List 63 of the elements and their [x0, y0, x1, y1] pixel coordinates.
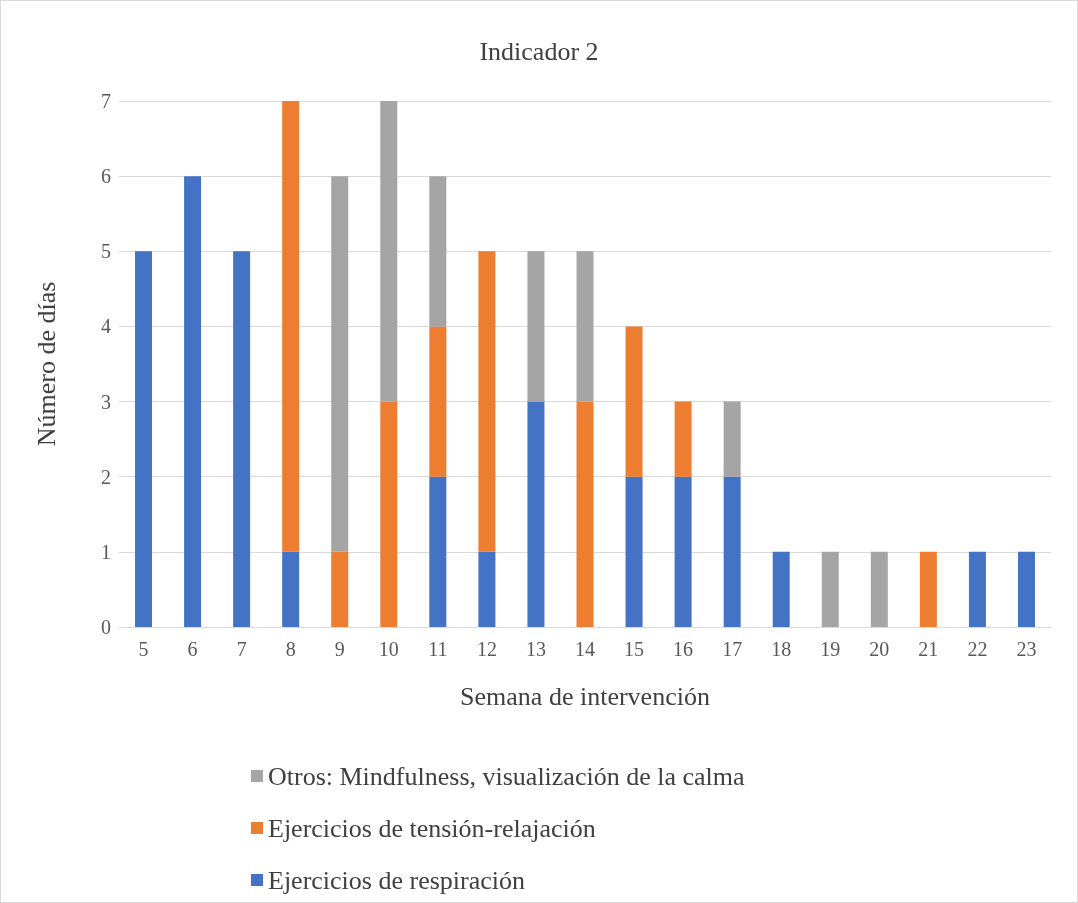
x-tick-label: 16: [673, 638, 694, 660]
x-tick-label: 5: [138, 638, 149, 660]
x-tick-label: 19: [820, 638, 841, 660]
y-tick-label: 1: [101, 540, 111, 563]
x-tick-label: 17: [722, 638, 743, 660]
bar: [625, 326, 643, 477]
y-axis-title: Número de días: [31, 281, 61, 447]
bar: [723, 401, 741, 477]
bar: [723, 476, 741, 627]
x-tick-label: 10: [378, 638, 399, 660]
bar: [674, 476, 692, 627]
y-tick-label: 5: [101, 240, 111, 263]
bar: [478, 551, 496, 627]
bar: [429, 476, 447, 627]
x-tick-label: 23: [1016, 638, 1037, 660]
x-tick-label: 11: [428, 638, 448, 660]
bar: [282, 551, 300, 627]
bar: [233, 251, 251, 627]
bar: [968, 551, 986, 627]
y-tick-label: 4: [101, 315, 111, 338]
bar: [429, 176, 447, 327]
bar: [527, 251, 545, 402]
y-tick-label: 0: [101, 616, 111, 638]
legend-label: Ejercicios de tensión-relajación: [268, 813, 596, 843]
y-tick-label: 2: [101, 465, 111, 488]
bar: [870, 551, 888, 627]
chart-title: Indicador 2: [479, 36, 599, 66]
x-tick-label: 13: [525, 638, 546, 660]
x-tick-label: 8: [285, 638, 296, 660]
bar: [282, 101, 300, 552]
bar: [135, 251, 153, 627]
bar: [1017, 551, 1035, 627]
bar: [380, 401, 398, 627]
bar: [919, 551, 937, 627]
bar: [576, 401, 594, 627]
x-tick-label: 12: [476, 638, 497, 660]
x-tick-label: 15: [624, 638, 645, 660]
bar: [576, 251, 594, 402]
bar: [184, 176, 202, 627]
bar: [821, 551, 839, 627]
bar: [429, 326, 447, 477]
legend-label: Otros: Mindfulness, visualización de la calma: [268, 761, 745, 791]
x-tick-label: 22: [967, 638, 988, 660]
y-tick-label: 6: [101, 165, 111, 188]
bar: [478, 251, 496, 552]
y-tick-label: 7: [101, 90, 111, 112]
x-tick-label: 9: [334, 638, 345, 660]
bar: [527, 401, 545, 627]
x-tick-label: 20: [869, 638, 890, 660]
x-tick-label: 14: [575, 638, 595, 660]
x-axis-title: Semana de intervención: [460, 681, 710, 711]
bar: [331, 176, 349, 552]
bar: [772, 551, 790, 627]
x-tick-label: 18: [771, 638, 792, 660]
x-tick-label: 6: [187, 638, 198, 660]
x-tick-label: 21: [918, 638, 939, 660]
bar: [331, 551, 349, 627]
bar: [625, 476, 643, 627]
bar: [674, 401, 692, 477]
legend-label: Ejercicios de respiración: [268, 865, 525, 895]
x-tick-label: 7: [236, 638, 247, 660]
y-tick-label: 3: [101, 390, 111, 413]
bar: [380, 101, 398, 402]
